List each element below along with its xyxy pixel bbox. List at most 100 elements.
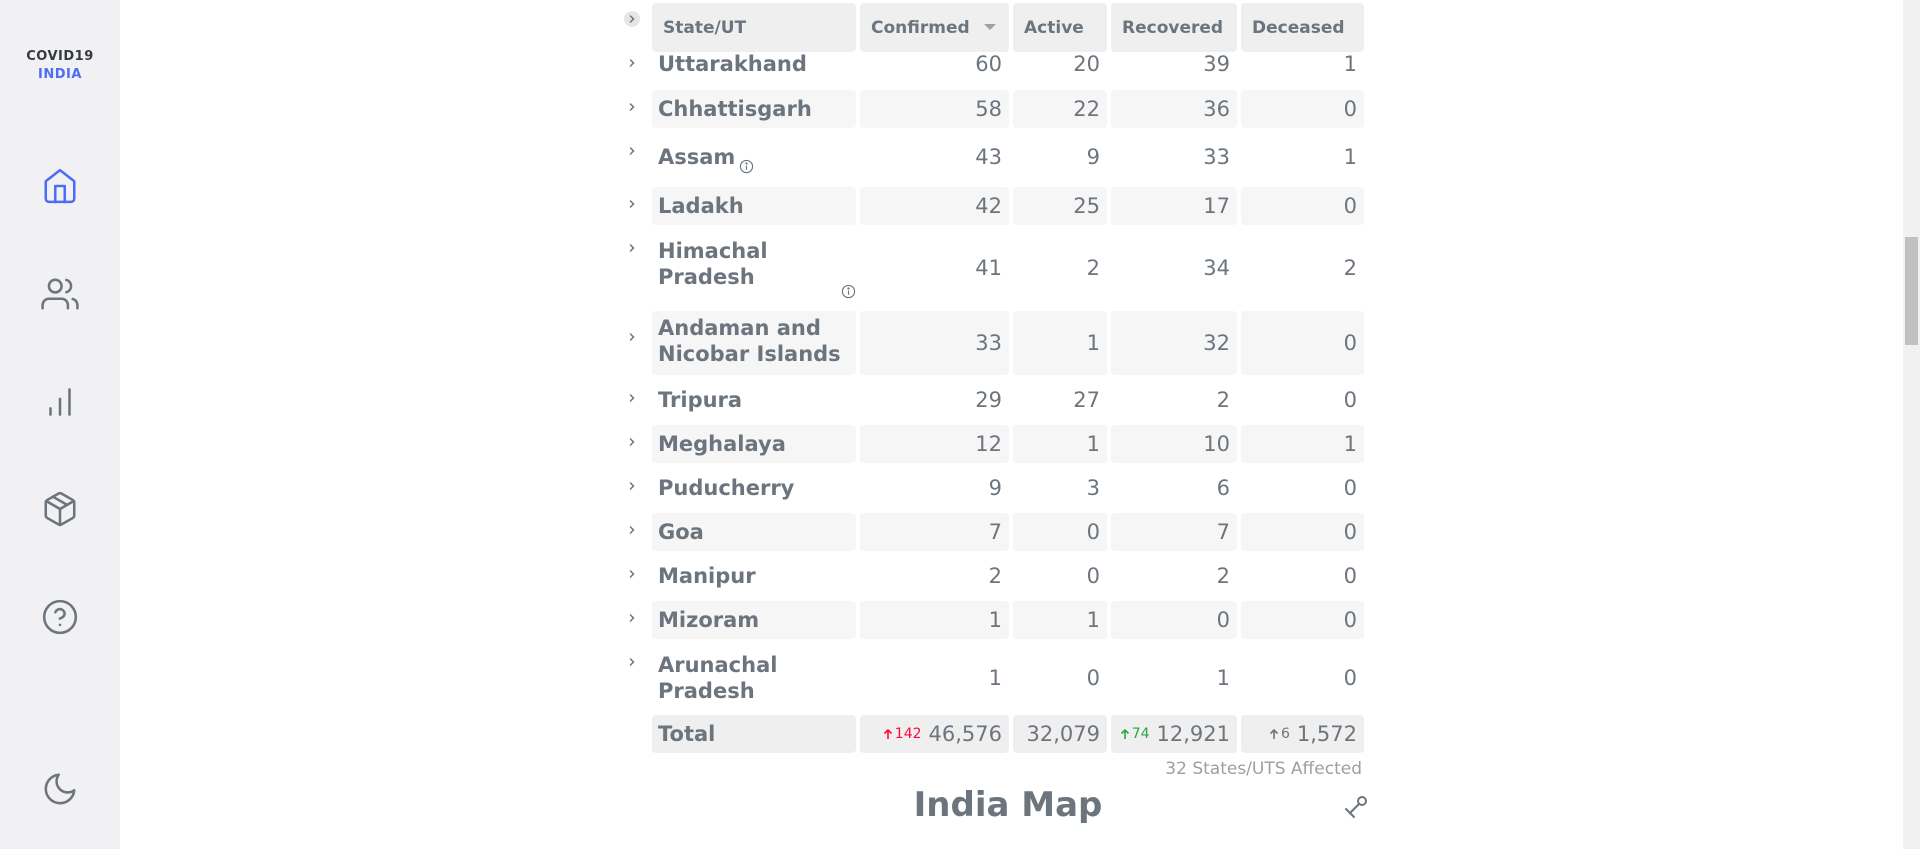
state-name: Manipur [652, 560, 856, 592]
confirmed-delta-value: 142 [894, 726, 922, 742]
header-active[interactable]: Active [1013, 3, 1107, 52]
recovered-value: 17 [1203, 194, 1230, 218]
total-confirmed: 142 46,576 [860, 715, 1009, 753]
brand-line1: COVID19 [26, 49, 94, 64]
table-row[interactable]: Chhattisgarh 58 22 36 0 [624, 90, 1364, 128]
total-deceased: 6 1,572 [1241, 715, 1364, 753]
recovered-value: 34 [1203, 256, 1230, 280]
active-cell: 20 [1013, 48, 1107, 80]
deceased-cell: 0 [1241, 472, 1364, 504]
table-row[interactable]: Tripura 29 27 2 0 [624, 384, 1364, 416]
table-row[interactable]: Himachal Pradesh 41 2 34 2 [624, 234, 1364, 302]
row-expand-icon[interactable] [624, 329, 640, 345]
info-icon[interactable] [735, 159, 754, 174]
recovered-cell: 36 [1111, 90, 1237, 128]
row-expand-icon[interactable] [624, 196, 640, 212]
arrow-up-icon [1120, 728, 1129, 739]
row-expand-icon[interactable] [624, 240, 640, 256]
state-name-text: Meghalaya [658, 432, 786, 456]
confirmed-value: 33 [975, 331, 1002, 355]
state-name-text: Goa [658, 520, 704, 544]
table-row[interactable]: Assam 43 9 33 1 [624, 137, 1364, 177]
deceased-value: 0 [1343, 476, 1357, 500]
help-circle-icon[interactable] [38, 595, 82, 639]
table-row[interactable]: Goa 7 0 7 0 [624, 513, 1364, 551]
active-total-value: 32,079 [1026, 722, 1100, 746]
recovered-cell: 6 [1111, 472, 1237, 504]
deceased-total-value: 1,572 [1296, 722, 1357, 746]
sidebar: COVID19 INDIA [0, 0, 120, 849]
table-row[interactable]: Uttarakhand 60 20 39 1 [624, 48, 1364, 80]
recovered-cell: 2 [1111, 560, 1237, 592]
package-icon[interactable] [38, 487, 82, 531]
active-value: 20 [1073, 52, 1100, 76]
total-label-text: Total [658, 722, 716, 746]
deceased-value: 0 [1343, 564, 1357, 588]
state-name-text: Tripura [658, 388, 743, 412]
confirmed-delta: 142 [883, 726, 922, 742]
sort-down-icon [983, 23, 996, 30]
confirmed-value: 2 [988, 564, 1002, 588]
recovered-cell: 34 [1111, 234, 1237, 302]
confirmed-cell: 1 [860, 648, 1009, 708]
row-expand-icon[interactable] [624, 610, 640, 626]
confirmed-value: 60 [975, 52, 1002, 76]
row-expand-icon[interactable] [624, 566, 640, 582]
row-expand-icon[interactable] [624, 55, 640, 71]
users-icon[interactable] [38, 272, 82, 316]
arrow-up-icon [1269, 728, 1279, 739]
recovered-value: 1 [1216, 666, 1230, 690]
active-value: 0 [1086, 520, 1100, 544]
confirmed-value: 41 [975, 256, 1002, 280]
recovered-cell: 39 [1111, 48, 1237, 80]
table-row[interactable]: Manipur 2 0 2 0 [624, 560, 1364, 592]
deceased-delta-value: 6 [1280, 726, 1290, 742]
map-tool-icon[interactable] [1343, 794, 1369, 820]
header-recovered[interactable]: Recovered [1111, 3, 1237, 52]
recovered-value: 7 [1216, 520, 1230, 544]
table-row[interactable]: Andaman and Nicobar Islands 33 1 32 0 [624, 311, 1364, 375]
state-name-text: Puducherry [658, 476, 795, 500]
row-expand-icon[interactable] [624, 99, 640, 115]
page-scrollbar[interactable] [1903, 0, 1920, 849]
active-value: 3 [1086, 476, 1100, 500]
deceased-value: 1 [1343, 432, 1357, 456]
header-confirmed[interactable]: Confirmed [860, 3, 1009, 52]
info-icon[interactable] [837, 284, 856, 299]
moon-icon[interactable] [38, 767, 82, 811]
deceased-value: 0 [1343, 97, 1357, 121]
home-icon[interactable] [38, 164, 82, 208]
table-row[interactable]: Puducherry 9 3 6 0 [624, 472, 1364, 504]
table-row[interactable]: Ladakh 42 25 17 0 [624, 187, 1364, 225]
confirmed-value: 9 [988, 476, 1002, 500]
row-expand-icon[interactable] [624, 390, 640, 406]
confirmed-value: 58 [975, 97, 1002, 121]
state-name-text: Uttarakhand [658, 52, 807, 76]
brand-logo[interactable]: COVID19 INDIA [0, 48, 120, 84]
state-name: Goa [652, 513, 856, 551]
deceased-cell: 0 [1241, 384, 1364, 416]
confirmed-cell: 58 [860, 90, 1009, 128]
deceased-value: 0 [1343, 388, 1357, 412]
header-deceased[interactable]: Deceased [1241, 3, 1364, 52]
header-active-label: Active [1024, 17, 1084, 38]
expand-all-icon[interactable] [624, 11, 640, 27]
header-state[interactable]: State/UT [652, 3, 856, 52]
table-row[interactable]: Mizoram 1 1 0 0 [624, 601, 1364, 639]
row-expand-icon[interactable] [624, 434, 640, 450]
deceased-value: 0 [1343, 666, 1357, 690]
table-row[interactable]: Meghalaya 12 1 10 1 [624, 425, 1364, 463]
row-expand-icon[interactable] [624, 522, 640, 538]
state-name-text: Andaman and Nicobar Islands [658, 316, 841, 366]
scrollbar-thumb[interactable] [1905, 237, 1918, 345]
confirmed-value: 12 [975, 432, 1002, 456]
bar-chart-icon[interactable] [38, 380, 82, 424]
row-expand-icon[interactable] [624, 143, 640, 159]
recovered-cell: 17 [1111, 187, 1237, 225]
row-expand-icon[interactable] [624, 654, 640, 670]
map-title: India Map [913, 785, 1103, 825]
row-expand-icon[interactable] [624, 478, 640, 494]
table-row[interactable]: Arunachal Pradesh 1 0 1 0 [624, 648, 1364, 708]
state-name: Uttarakhand [652, 48, 856, 80]
recovered-value: 10 [1203, 432, 1230, 456]
